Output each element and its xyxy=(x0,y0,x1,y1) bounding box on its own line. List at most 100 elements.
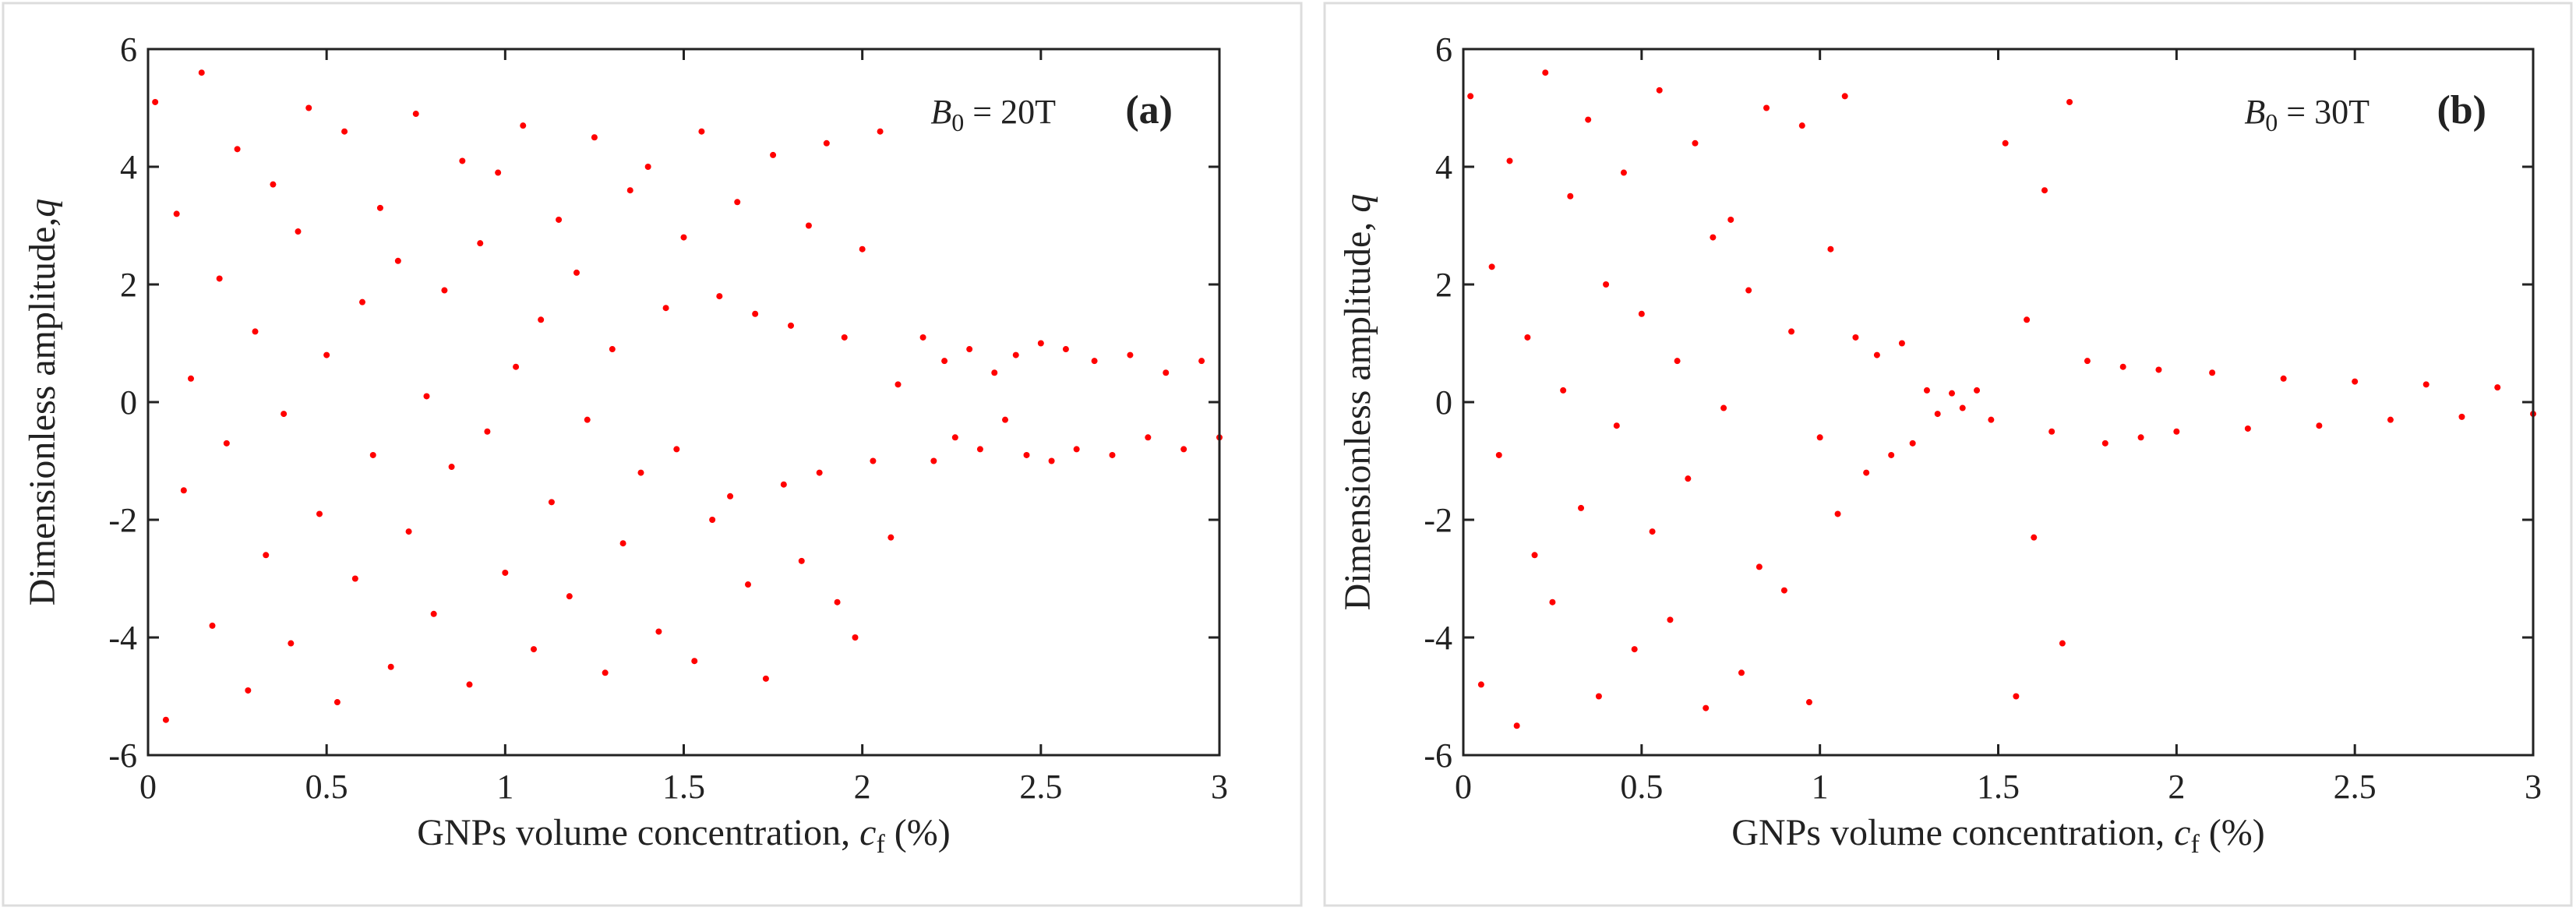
point xyxy=(591,134,598,141)
point xyxy=(430,610,437,617)
y-tick-label: 6 xyxy=(120,30,137,69)
y-tick-label: 2 xyxy=(1435,266,1452,304)
point xyxy=(2387,416,2394,423)
annotation-text: = 30T xyxy=(2278,93,2370,131)
point xyxy=(770,151,777,158)
point xyxy=(1048,457,1055,464)
point xyxy=(2155,366,2162,373)
point xyxy=(655,628,662,635)
point xyxy=(816,469,823,476)
point xyxy=(270,181,277,188)
point xyxy=(495,169,502,176)
point xyxy=(2316,422,2323,429)
point xyxy=(1467,93,1474,100)
point xyxy=(2031,534,2038,541)
point xyxy=(584,416,591,423)
point xyxy=(1649,528,1656,535)
point xyxy=(2422,381,2430,388)
point xyxy=(188,375,194,382)
point xyxy=(1549,599,1556,606)
point xyxy=(1560,387,1567,394)
point xyxy=(976,446,983,453)
point xyxy=(716,293,723,300)
x-tick-label: 1 xyxy=(496,768,513,806)
panel-frame xyxy=(1323,2,2573,907)
point xyxy=(1012,351,1019,358)
point xyxy=(1685,475,1692,482)
point xyxy=(531,646,537,653)
point xyxy=(341,128,348,135)
point xyxy=(1613,422,1620,429)
point xyxy=(548,499,555,506)
point xyxy=(2041,187,2048,194)
point xyxy=(1198,358,1205,365)
point xyxy=(1923,387,1930,394)
point xyxy=(556,216,563,223)
point xyxy=(2013,693,2020,700)
point xyxy=(1163,369,1170,376)
point xyxy=(180,487,187,494)
point xyxy=(1495,451,1502,458)
x-tick-label: 3 xyxy=(2525,768,2542,806)
point xyxy=(1631,646,1638,653)
annotation-text: = 20T xyxy=(964,93,1056,131)
point xyxy=(1638,310,1645,317)
point xyxy=(951,434,958,441)
x-label-symbol: c xyxy=(2174,812,2190,853)
point xyxy=(2119,363,2126,370)
point xyxy=(2280,375,2287,382)
y-tick-label: -4 xyxy=(108,619,137,657)
point xyxy=(1585,116,1592,123)
point xyxy=(1888,451,1895,458)
x-tick-label: 0.5 xyxy=(305,768,348,806)
point xyxy=(1180,446,1187,453)
point xyxy=(2209,369,2216,376)
point xyxy=(387,663,394,670)
point xyxy=(752,310,759,317)
point xyxy=(1567,192,1574,200)
point xyxy=(173,210,180,217)
y-tick-label: 0 xyxy=(120,383,137,422)
point xyxy=(459,157,466,164)
point xyxy=(1692,139,1699,147)
point xyxy=(1710,234,1717,241)
point xyxy=(619,540,626,547)
x-tick-label: 2 xyxy=(2168,768,2185,806)
point xyxy=(941,358,948,365)
point xyxy=(895,381,902,388)
point xyxy=(1531,552,1538,559)
point xyxy=(198,69,205,76)
point xyxy=(305,104,312,111)
point xyxy=(281,411,288,418)
x-label-text: GNPs volume concentration, xyxy=(1731,812,2174,853)
point xyxy=(1827,245,1834,252)
point xyxy=(1091,358,1098,365)
point xyxy=(566,593,573,600)
x-tick-label: 2 xyxy=(854,768,871,806)
point xyxy=(423,393,430,400)
point xyxy=(2244,425,2251,432)
y-tick-label: 4 xyxy=(120,148,137,186)
y-label-symbol: q xyxy=(1337,194,1378,213)
point xyxy=(351,575,358,582)
y-axis-label: Dimensionless amplitude,q xyxy=(22,199,63,606)
point xyxy=(323,351,330,358)
point xyxy=(2494,384,2501,391)
point xyxy=(919,334,926,341)
point xyxy=(626,187,633,194)
panel-label: (a) xyxy=(1125,88,1173,132)
point xyxy=(441,287,448,294)
point xyxy=(162,716,169,723)
point xyxy=(1513,722,1520,729)
x-label-text: GNPs volume concentration, xyxy=(417,812,859,853)
y-label-symbol: q xyxy=(22,199,63,217)
point xyxy=(484,428,491,435)
point xyxy=(2173,428,2180,435)
y-tick-label: 4 xyxy=(1435,148,1452,186)
point xyxy=(1959,404,1966,411)
point xyxy=(263,552,270,559)
point xyxy=(288,640,295,647)
panel-frame xyxy=(2,2,1303,907)
x-axis-label: GNPs volume concentration, cf (%) xyxy=(1731,812,2264,859)
point xyxy=(2352,378,2359,385)
